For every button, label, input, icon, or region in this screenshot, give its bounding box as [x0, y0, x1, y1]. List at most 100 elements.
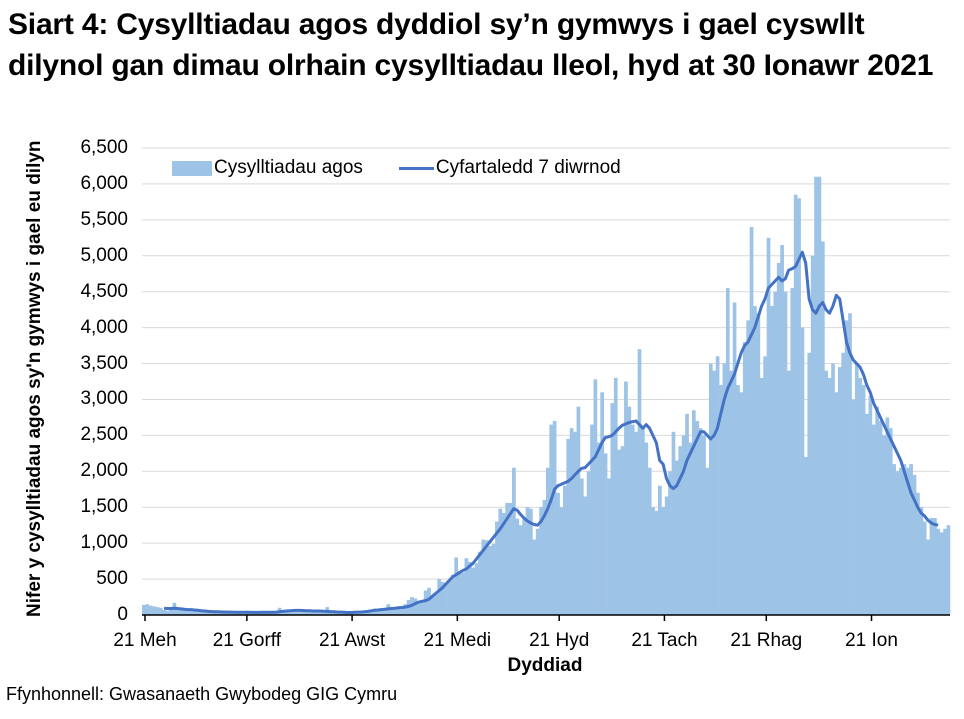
bar [885, 417, 890, 615]
bar [637, 349, 642, 615]
bar [271, 612, 275, 615]
bar [148, 605, 153, 615]
bar [308, 612, 313, 615]
bar [512, 467, 516, 615]
bar [647, 467, 652, 615]
bar [535, 528, 540, 615]
bar [471, 567, 476, 615]
y-tick-label: 4,000 [80, 316, 128, 338]
bar [488, 546, 492, 615]
bar [461, 572, 465, 615]
bar [179, 609, 184, 615]
bar [681, 435, 686, 615]
bar [868, 395, 873, 615]
bar [416, 602, 421, 615]
bar [865, 413, 869, 615]
bar [155, 607, 160, 615]
x-tick-label: 21 Gorff [212, 630, 281, 651]
bar [912, 474, 917, 615]
bar [142, 604, 146, 615]
bar [854, 363, 859, 615]
bar [321, 612, 326, 615]
bar [651, 507, 655, 615]
bar [895, 471, 900, 615]
bar [753, 306, 757, 615]
bar [464, 558, 469, 615]
bar [562, 485, 567, 615]
bar [423, 590, 428, 615]
bar [420, 600, 425, 615]
bar [722, 363, 727, 615]
bar [484, 540, 489, 615]
bar [403, 604, 408, 615]
bar [427, 587, 431, 615]
bar [634, 431, 638, 615]
bar [858, 377, 863, 615]
bar [590, 424, 594, 615]
bar [888, 428, 893, 615]
bar [437, 579, 442, 615]
bar [705, 467, 710, 615]
bar [607, 478, 611, 615]
bar [919, 507, 924, 615]
bar [695, 421, 700, 615]
bar [756, 313, 761, 615]
bar [284, 611, 289, 615]
bar [742, 341, 747, 615]
bar [559, 507, 564, 615]
bar [301, 611, 306, 615]
bar [627, 406, 632, 615]
bar [474, 563, 479, 615]
bar [600, 392, 605, 615]
bar [603, 453, 608, 615]
bar [719, 385, 723, 615]
bar [250, 612, 255, 615]
bar [457, 571, 462, 615]
bar [481, 539, 486, 615]
bar [583, 496, 588, 615]
bar [328, 612, 333, 615]
bar [936, 528, 941, 615]
bar [379, 610, 384, 615]
bar [793, 194, 798, 615]
bar [837, 367, 842, 615]
x-tick-label: 21 Medi [423, 630, 492, 651]
bar [396, 608, 401, 615]
bar [882, 435, 886, 615]
bar [817, 176, 822, 615]
bar [824, 370, 829, 615]
bar [467, 561, 472, 615]
bar [834, 392, 839, 615]
bar [685, 413, 689, 615]
bar [152, 606, 156, 615]
bar [413, 598, 418, 615]
bar [165, 610, 170, 615]
y-tick-label: 6,500 [80, 137, 128, 158]
legend-line-swatch [398, 166, 434, 170]
chart-title: Siart 4: Cysylltiadau agos dyddiol sy’n … [8, 8, 934, 82]
bar [861, 385, 866, 615]
y-tick-label: 500 [96, 568, 128, 590]
bar [800, 327, 805, 615]
bar [770, 306, 774, 615]
bar [641, 428, 645, 615]
bar [725, 288, 730, 615]
bar [875, 406, 880, 615]
bar [804, 456, 808, 615]
bar [827, 377, 832, 615]
bar [542, 500, 547, 615]
bar [586, 471, 591, 615]
legend-bar-label: Cysylltiadau agos [214, 157, 363, 178]
x-axis-line [142, 614, 950, 621]
bar [556, 492, 560, 615]
bar [447, 580, 452, 615]
bar [186, 609, 190, 615]
bar [732, 302, 737, 615]
bar [620, 446, 625, 615]
bar [175, 608, 180, 615]
bar [294, 610, 299, 615]
bar [613, 377, 618, 615]
bar [318, 612, 323, 615]
bar [389, 608, 394, 615]
x-axis-title: Dyddiad [507, 655, 583, 676]
